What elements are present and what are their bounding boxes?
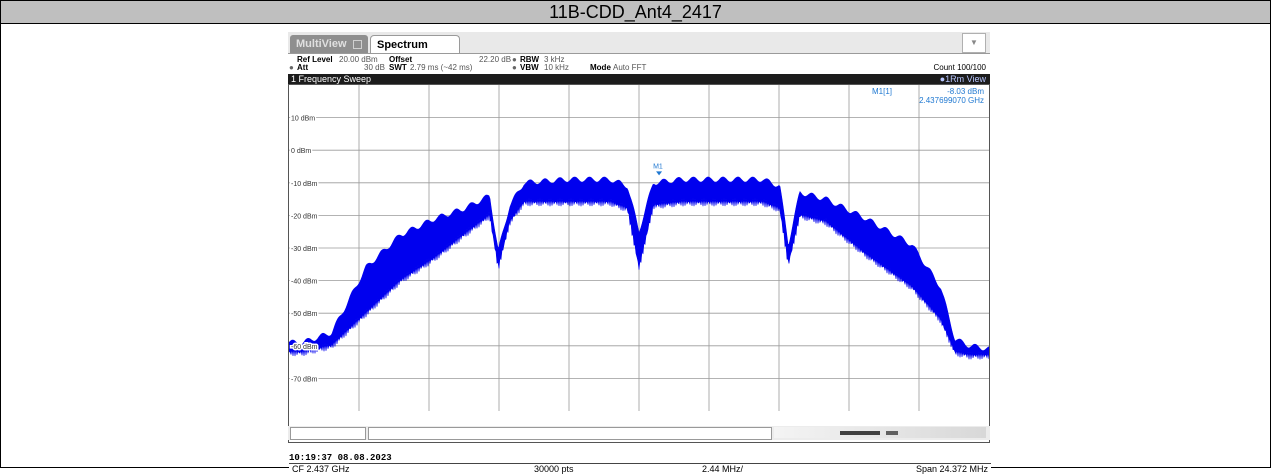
marker-label: M1[1] [872,87,892,96]
spectrum-chart: 10 dBm 0 dBm -10 dBm -20 dBm -30 dBm -40 dBm -… [289,85,989,411]
tab-spectrum-label: Spectrum [377,39,428,51]
tab-multiview[interactable]: MultiView [290,35,368,53]
view-label-text: 1Rm View [945,74,986,84]
analyzer-window: MultiView Spectrum ▼ Ref Level 20.00 dBm… [288,32,991,474]
bottom-status-bar [288,426,990,440]
y-axis-label: -60 dBm [291,344,318,351]
mode-label: Mode [590,63,611,72]
marker-frequency: 2.437699070 GHz [919,96,984,105]
ref-level-value: 20.00 dBm [339,55,378,64]
bullet-icon: ● [512,63,517,72]
progress-indicator [840,431,880,435]
status-box-indicator [774,427,986,438]
rbw-value: 3 kHz [544,55,565,64]
y-axis-label: -70 dBm [291,376,318,383]
y-axis-label: 0 dBm [291,148,311,155]
status-box-message [368,427,772,440]
grid-icon [352,39,362,49]
y-axis-label: -50 dBm [291,311,318,318]
cf-value: CF 2.437 GHz [292,464,350,474]
status-box-left [290,427,366,440]
vbw-value: 10 kHz [544,63,569,72]
bullet-icon: ● [939,74,946,84]
att-value: 30 dB [364,63,385,72]
marker-triangle [656,171,663,176]
sweep-label: 1 Frequency Sweep [291,74,372,84]
points-value: 30000 pts [534,464,574,474]
marker-tag: M1 [653,163,663,170]
rbw-label: RBW [520,55,540,64]
spectrum-trace [289,176,989,360]
y-axis-label: -30 dBm [291,246,318,253]
view-label: ●1Rm View [940,74,986,84]
y-axis-label: -40 dBm [291,279,318,286]
span-value: Span 24.372 MHz [915,464,988,474]
bullet-icon: ● [289,63,294,72]
tab-spectrum[interactable]: Spectrum [370,35,460,53]
offset-value: 22.20 dB [479,55,512,64]
y-axis-label: 10 dBm [291,116,315,123]
count-value: Count 100/100 [933,63,987,72]
marker-level: -8.03 dBm [947,87,984,96]
parameter-header: Ref Level 20.00 dBm Offset 22.20 dB ● RB… [288,54,990,74]
vbw-label: VBW [520,63,539,72]
page-title: 11B-CDD_Ant4_2417 [1,1,1270,24]
ref-level-label: Ref Level [297,55,333,64]
chevron-down-icon[interactable]: ▼ [962,33,986,53]
att-label: Att [297,63,309,72]
progress-indicator-tail [886,431,898,435]
swt-value: 2.79 ms (~42 ms) [410,63,473,72]
spectrum-plot[interactable]: 10 dBm 0 dBm -10 dBm -20 dBm -30 dBm -40 dBm -… [288,84,991,474]
offset-label: Offset [389,55,413,64]
division-value: 2.44 MHz/ [702,464,744,474]
bullet-icon: ● [512,55,517,64]
y-axis-label: -10 dBm [291,181,318,188]
swt-label: SWT [389,63,407,72]
mode-value: Auto FFT [613,63,647,72]
sweep-header: 1 Frequency Sweep ●1Rm View [288,74,990,84]
y-axis-label: -20 dBm [291,213,318,220]
tab-multiview-label: MultiView [296,38,347,50]
status-bar: CF 2.437 GHz 30000 pts 2.44 MHz/ Span 24… [289,463,991,474]
timestamp: 10:19:37 08.08.2023 [289,453,392,463]
tab-bar: MultiView Spectrum ▼ [288,32,990,54]
